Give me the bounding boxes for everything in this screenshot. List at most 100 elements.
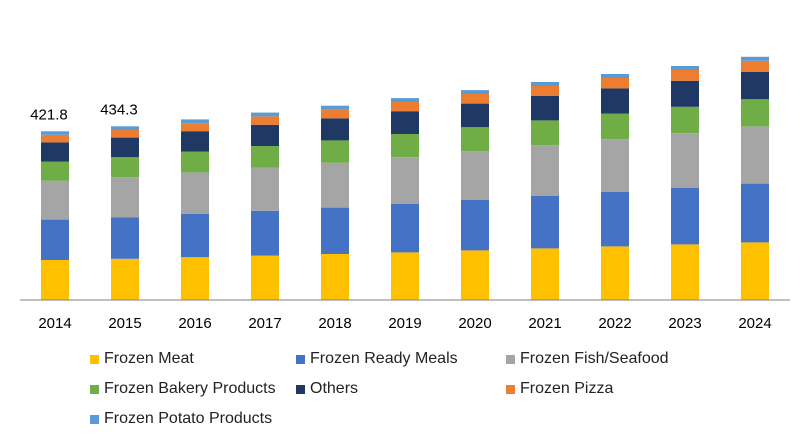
bar-segment-2019-4 xyxy=(391,111,419,134)
bar-segment-2018-0 xyxy=(321,254,349,300)
bar-segment-2023-3 xyxy=(671,106,699,134)
bar-segment-2023-6 xyxy=(671,66,699,70)
bar-segment-2017-2 xyxy=(251,167,279,211)
legend-swatch xyxy=(90,354,99,364)
bar-segment-2016-2 xyxy=(181,172,209,214)
bar-segment-2017-3 xyxy=(251,146,279,168)
bar-segment-2021-3 xyxy=(531,120,559,146)
bar-segment-2022-2 xyxy=(601,139,629,192)
legend-item: Frozen Potato Products xyxy=(90,410,272,428)
bars-layer xyxy=(41,56,769,300)
bar-segment-2015-2 xyxy=(111,177,139,218)
bar-segment-2016-5 xyxy=(181,123,209,132)
bar-segment-2019-2 xyxy=(391,157,419,204)
bar-segment-2015-6 xyxy=(111,126,139,130)
legend-item: Frozen Fish/Seafood xyxy=(506,350,669,368)
bar-segment-2021-1 xyxy=(531,196,559,249)
bar-segment-2015-3 xyxy=(111,157,139,178)
legend-item: Frozen Bakery Products xyxy=(90,380,276,398)
bar-segment-2024-6 xyxy=(741,56,769,61)
legend-swatch xyxy=(506,354,515,364)
x-tick-label-2021: 2021 xyxy=(528,315,561,332)
bar-segment-2024-1 xyxy=(741,183,769,243)
bar-segment-2021-6 xyxy=(531,82,559,86)
bar-segment-2016-4 xyxy=(181,131,209,152)
data-label-2014: 421.8 xyxy=(30,106,68,123)
bar-segment-2023-5 xyxy=(671,70,699,81)
chart-plot: 2014 2015 2016 2017 2018 2019 2020 2021 2022 2023… xyxy=(20,56,790,332)
bar-segment-2019-0 xyxy=(391,252,419,300)
bar-segment-2014-0 xyxy=(41,260,69,300)
legend: Frozen Meat Frozen Ready Meals Frozen Fish… xyxy=(90,346,790,436)
legend-swatch xyxy=(90,384,99,394)
bar-segment-2023-2 xyxy=(671,133,699,188)
bar-segment-2022-4 xyxy=(601,88,629,114)
legend-row: Frozen Bakery Products Others Frozen Pizza xyxy=(90,376,790,406)
bar-segment-2019-3 xyxy=(391,134,419,158)
bar-segment-2020-6 xyxy=(461,90,489,94)
x-tick-label-2022: 2022 xyxy=(598,315,631,332)
bar-segment-2023-4 xyxy=(671,80,699,107)
bar-segment-2018-4 xyxy=(321,118,349,141)
bar-segment-2020-3 xyxy=(461,127,489,152)
bar-segment-2022-6 xyxy=(601,74,629,78)
x-tick-label-2024: 2024 xyxy=(738,315,771,332)
bar-segment-2014-1 xyxy=(41,219,69,260)
legend-label: Frozen Potato Products xyxy=(104,410,273,427)
x-tick-labels: 2014 2015 2016 2017 2018 2019 2020 2021 2022 2023… xyxy=(38,315,771,332)
bar-segment-2014-6 xyxy=(41,131,69,135)
bar-segment-2024-5 xyxy=(741,60,769,72)
bar-segment-2018-6 xyxy=(321,105,349,110)
bar-segment-2017-4 xyxy=(251,124,279,146)
bar-segment-2021-4 xyxy=(531,96,559,121)
legend-label: Frozen Ready Meals xyxy=(310,350,458,367)
legend-label: Others xyxy=(310,380,359,397)
bar-segment-2021-0 xyxy=(531,248,559,300)
bar-segment-2023-0 xyxy=(671,244,699,300)
bar-segment-2016-6 xyxy=(181,119,209,124)
bar-segment-2015-5 xyxy=(111,130,139,138)
legend-item: Frozen Ready Meals xyxy=(296,350,458,368)
bar-segment-2019-5 xyxy=(391,102,419,112)
bar-segment-2024-0 xyxy=(741,242,769,300)
bar-segment-2016-3 xyxy=(181,151,209,173)
bar-segment-2018-2 xyxy=(321,162,349,208)
legend-label: Frozen Fish/Seafood xyxy=(520,350,669,367)
bar-segment-2018-5 xyxy=(321,109,349,119)
bar-segment-2018-1 xyxy=(321,207,349,254)
legend-item: Others xyxy=(296,380,358,398)
legend-row: Frozen Meat Frozen Ready Meals Frozen Fish… xyxy=(90,346,790,376)
x-tick-label-2016: 2016 xyxy=(178,315,211,332)
legend-label: Frozen Pizza xyxy=(520,380,614,397)
bar-segment-2022-1 xyxy=(601,192,629,247)
bar-segment-2015-0 xyxy=(111,258,139,300)
bar-segment-2017-1 xyxy=(251,210,279,256)
bar-segment-2024-4 xyxy=(741,72,769,100)
bar-segment-2019-1 xyxy=(391,204,419,253)
bar-segment-2016-0 xyxy=(181,257,209,300)
x-tick-label-2017: 2017 xyxy=(248,315,281,332)
bar-segment-2016-1 xyxy=(181,214,209,258)
data-label-2015: 434.3 xyxy=(100,101,138,118)
legend-item: Frozen Meat xyxy=(90,350,194,368)
bar-segment-2014-3 xyxy=(41,161,69,181)
legend-item: Frozen Pizza xyxy=(506,380,613,398)
bar-segment-2020-2 xyxy=(461,151,489,200)
legend-label: Frozen Meat xyxy=(104,350,194,367)
bar-segment-2023-1 xyxy=(671,188,699,245)
bar-segment-2017-5 xyxy=(251,116,279,125)
bar-segment-2022-5 xyxy=(601,78,629,89)
bar-segment-2022-3 xyxy=(601,113,629,140)
bar-segment-2024-3 xyxy=(741,99,769,127)
bar-segment-2014-5 xyxy=(41,134,69,143)
bar-segment-2014-2 xyxy=(41,180,69,220)
legend-label: Frozen Bakery Products xyxy=(104,380,276,397)
x-tick-label-2023: 2023 xyxy=(668,315,701,332)
bar-segment-2024-2 xyxy=(741,126,769,184)
legend-row: Frozen Potato Products xyxy=(90,406,790,436)
bar-segment-2020-4 xyxy=(461,103,489,128)
x-tick-label-2018: 2018 xyxy=(318,315,351,332)
bar-segment-2021-5 xyxy=(531,86,559,96)
x-tick-label-2020: 2020 xyxy=(458,315,491,332)
